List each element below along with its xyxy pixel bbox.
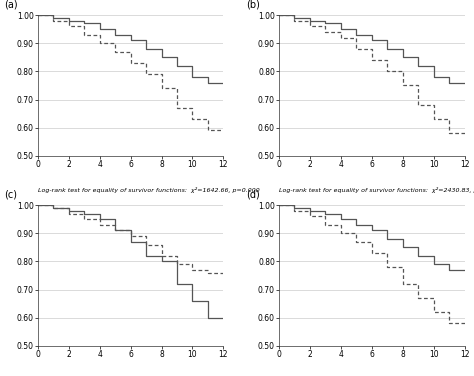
Text: (a): (a) [5, 0, 18, 9]
Text: Log-rank test for equality of survivor functions:  χ²=1642.66, p=0.000: Log-rank test for equality of survivor f… [38, 187, 260, 193]
Text: (c): (c) [5, 190, 18, 200]
Text: (d): (d) [246, 190, 259, 200]
Text: Log-rank test for equality of survivor functions:  χ²=2430.83, p=0.000: Log-rank test for equality of survivor f… [279, 187, 474, 193]
Text: (b): (b) [246, 0, 260, 9]
